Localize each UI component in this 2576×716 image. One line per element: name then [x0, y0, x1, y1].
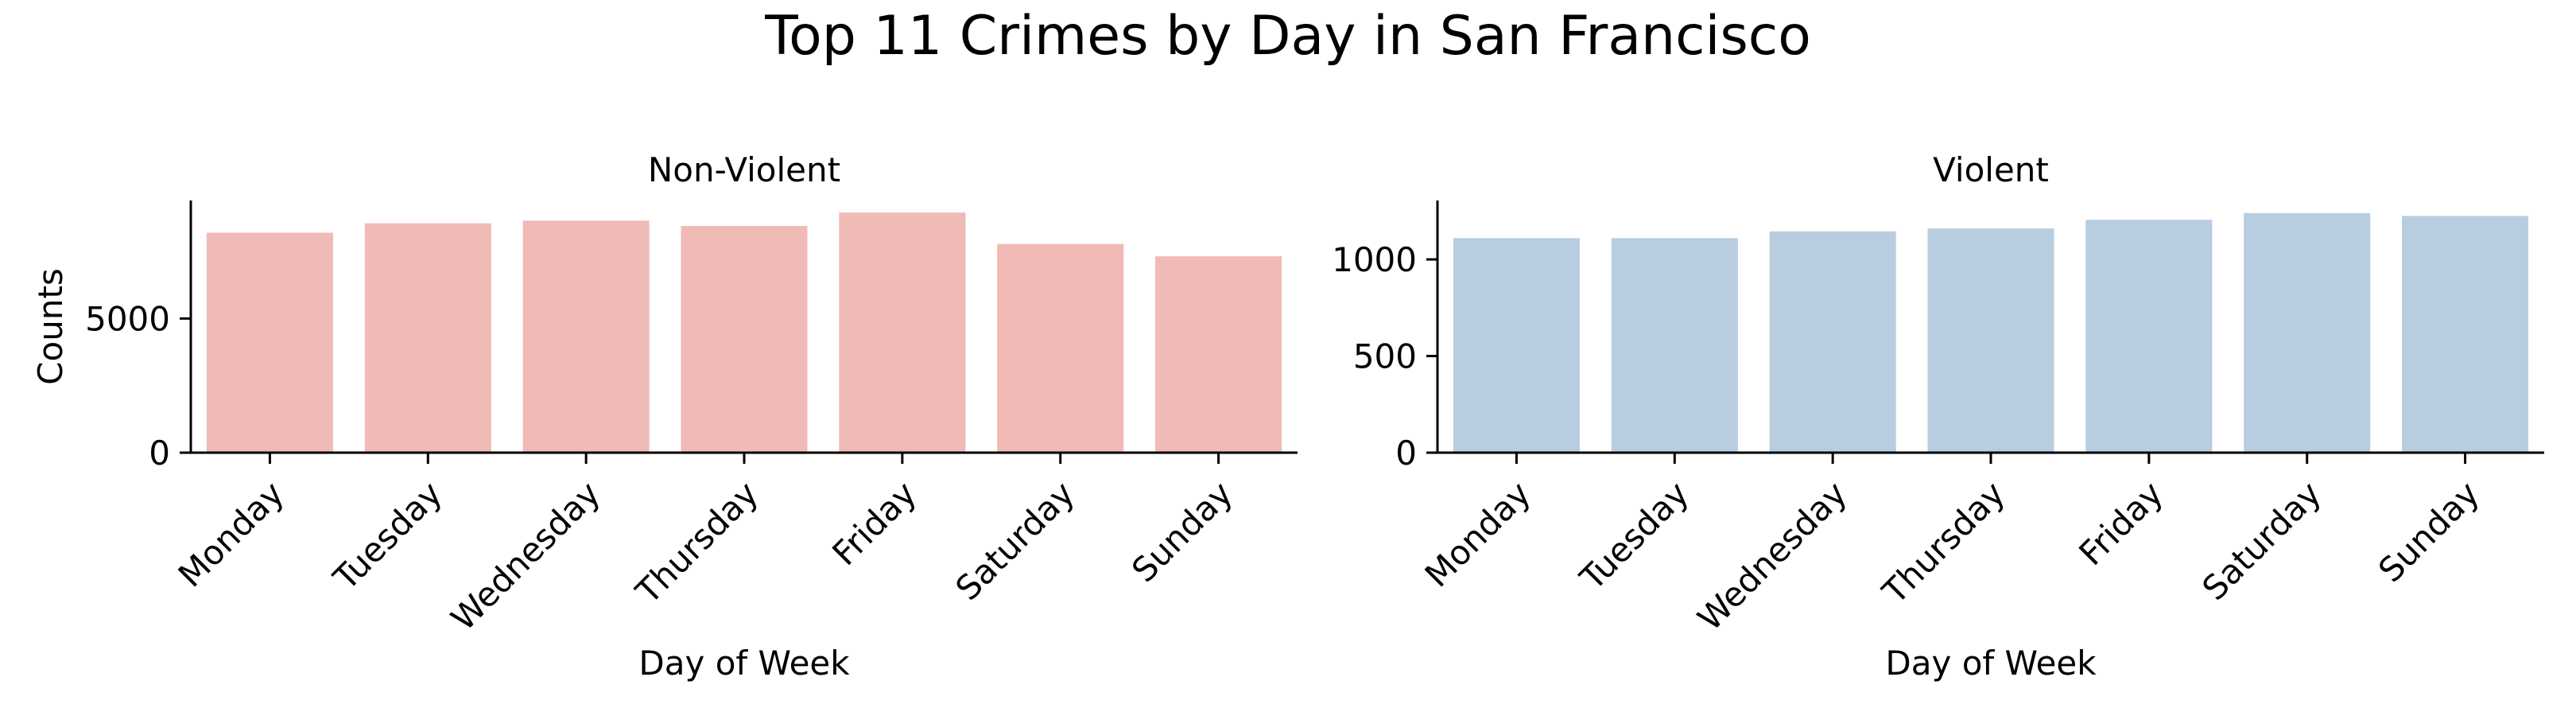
x-tick-label-tuesday: Tuesday	[1572, 474, 1696, 598]
y-tick-label: 500	[1353, 337, 1417, 376]
bar-friday	[839, 212, 966, 453]
bar-friday	[2085, 220, 2213, 453]
y-axis-label: Counts	[31, 268, 70, 385]
x-tick-label-thursday: Thursday	[628, 474, 766, 612]
bar-monday	[1453, 238, 1580, 453]
x-tick-label-sunday: Sunday	[2371, 474, 2487, 590]
x-tick-label-monday: Monday	[171, 474, 292, 595]
bar-sunday	[2402, 216, 2529, 453]
figure-title: Top 11 Crimes by Day in San Francisco	[765, 5, 1811, 68]
x-tick-label-tuesday: Tuesday	[325, 474, 449, 598]
bar-saturday	[997, 243, 1124, 453]
x-tick-label-monday: Monday	[1418, 474, 1538, 595]
x-tick-label-thursday: Thursday	[1875, 474, 2012, 612]
y-tick-label: 1000	[1332, 240, 1417, 279]
y-tick-label: 0	[1395, 434, 1417, 473]
bar-wednesday	[522, 220, 650, 453]
bar-sunday	[1155, 256, 1282, 453]
bar-monday	[206, 232, 333, 453]
x-tick-label-friday: Friday	[824, 474, 924, 574]
bar-tuesday	[364, 223, 491, 453]
x-tick-label-saturday: Saturday	[948, 474, 1081, 608]
subplot-title: Violent	[1933, 150, 2049, 189]
subplot-title: Non-Violent	[648, 150, 840, 189]
x-tick-label-saturday: Saturday	[2194, 474, 2328, 608]
y-tick-label: 5000	[85, 299, 170, 338]
x-axis-label: Day of Week	[638, 644, 850, 683]
bar-saturday	[2244, 212, 2371, 453]
bar-wednesday	[1769, 231, 1896, 453]
x-tick-label-wednesday: Wednesday	[444, 474, 608, 639]
bar-tuesday	[1611, 238, 1738, 453]
x-axis-label: Day of Week	[1885, 644, 2097, 683]
x-tick-label-friday: Friday	[2071, 474, 2171, 574]
x-tick-label-wednesday: Wednesday	[1690, 474, 1855, 639]
x-tick-label-sunday: Sunday	[1124, 474, 1240, 590]
y-tick-label: 0	[149, 434, 170, 473]
bar-thursday	[681, 226, 808, 453]
bar-thursday	[1927, 228, 2054, 453]
